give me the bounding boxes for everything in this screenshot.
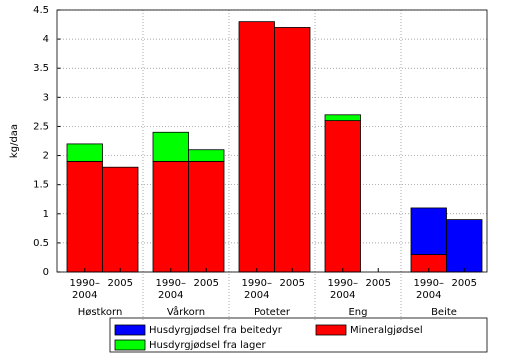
bar-segment xyxy=(66,160,103,273)
x-tick-label: 2005 xyxy=(366,278,391,289)
legend-label: Husdyrgjødsel fra lager xyxy=(149,340,267,351)
x-tick-label: 2005 xyxy=(108,278,133,289)
x-tick-label: 2004 xyxy=(72,290,97,301)
bar-segment xyxy=(152,131,189,162)
x-tick-label: 1990– xyxy=(70,278,100,289)
x-tick-label: 1990– xyxy=(328,278,358,289)
y-tick-label: 4.5 xyxy=(33,5,49,16)
x-tick-label: 1990– xyxy=(156,278,186,289)
bar-segment xyxy=(102,166,139,273)
legend-label: Mineralgjødsel xyxy=(350,325,423,336)
bar-segment xyxy=(152,160,189,273)
y-tick-label: 4 xyxy=(43,34,49,45)
y-axis-label: kg/daa xyxy=(9,124,20,158)
legend-swatch xyxy=(315,324,347,336)
x-tick-label: 2004 xyxy=(244,290,269,301)
x-tick-label: 1990– xyxy=(414,278,444,289)
bar-segment xyxy=(324,120,361,273)
y-tick-label: 3.5 xyxy=(33,63,49,74)
x-tick-label: 2004 xyxy=(158,290,183,301)
y-tick-label: 0.5 xyxy=(33,238,49,249)
legend-box xyxy=(109,317,488,353)
group-label: Poteter xyxy=(254,307,291,318)
bar-segment xyxy=(66,143,103,162)
bar-segment xyxy=(274,27,311,273)
y-tick-label: 0 xyxy=(43,267,49,278)
legend-swatch xyxy=(114,339,146,351)
bar-segment xyxy=(446,219,483,273)
legend-label: Husdyrgjødsel fra beitedyr xyxy=(149,325,283,336)
bar-segment xyxy=(188,160,225,273)
y-tick-label: 1 xyxy=(43,209,49,220)
y-tick-label: 3 xyxy=(43,92,49,103)
plot-frame xyxy=(56,9,488,273)
group-label: Eng xyxy=(348,307,367,318)
group-label: Vårkorn xyxy=(167,305,205,318)
x-tick-label: 2004 xyxy=(330,290,355,301)
group-label: Beite xyxy=(431,307,457,318)
bar-segment xyxy=(410,207,447,255)
y-tick-label: 1.5 xyxy=(33,180,49,191)
x-tick-label: 1990– xyxy=(242,278,272,289)
bar-segment xyxy=(238,21,275,273)
x-tick-label: 2005 xyxy=(194,278,219,289)
group-label: Høstkorn xyxy=(78,307,123,318)
y-tick-label: 2 xyxy=(43,151,49,162)
bar-segment xyxy=(324,114,361,122)
legend-swatch xyxy=(114,324,146,336)
y-tick-label: 2.5 xyxy=(33,121,49,132)
x-tick-label: 2005 xyxy=(452,278,477,289)
x-tick-label: 2004 xyxy=(416,290,441,301)
x-tick-label: 2005 xyxy=(280,278,305,289)
bar-segment xyxy=(188,149,225,162)
